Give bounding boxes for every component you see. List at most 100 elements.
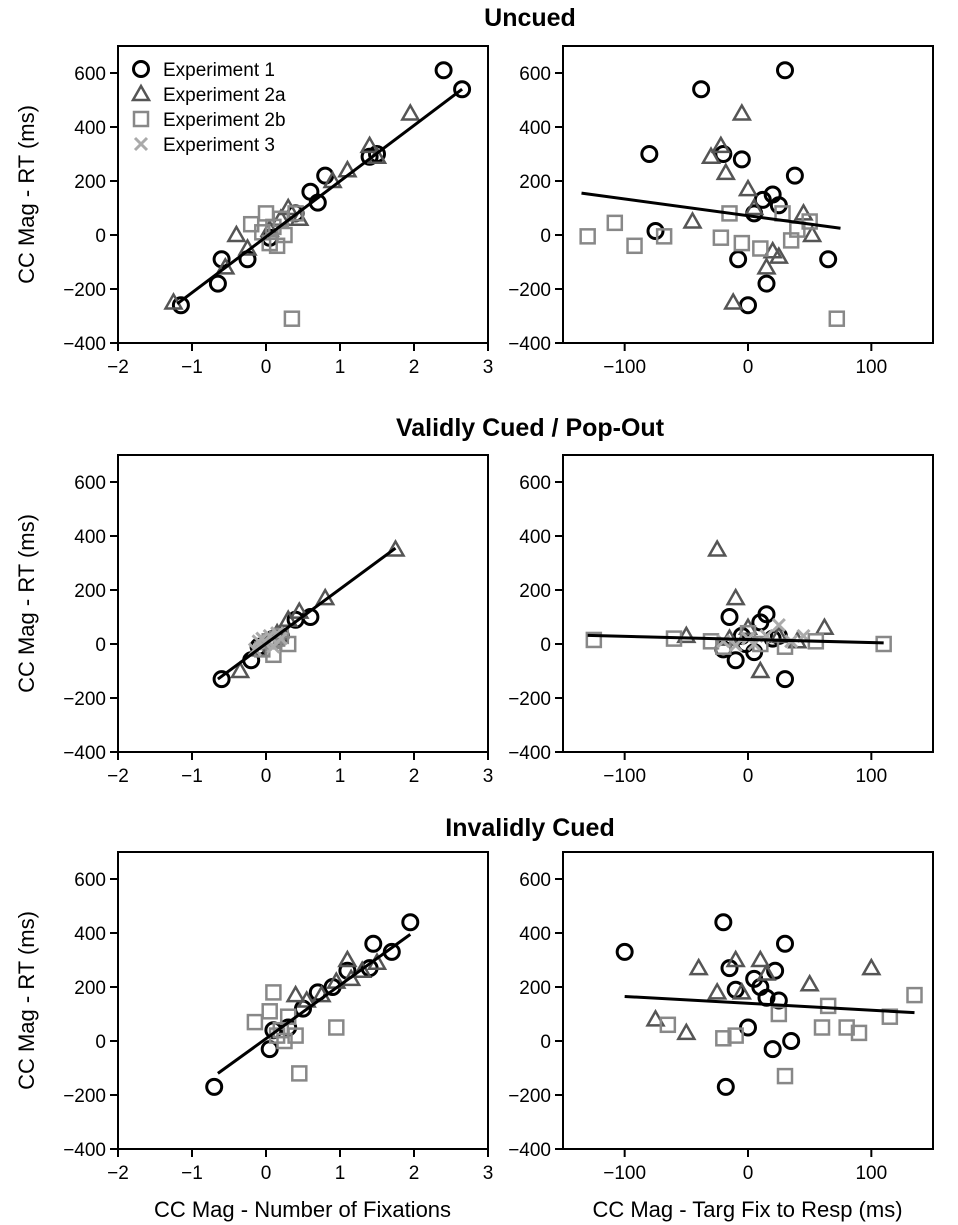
data-point-triangle [400,102,421,121]
plot-frame [117,454,489,753]
legend-marker-square [132,110,150,128]
data-point-triangle [676,1022,697,1041]
data-point-square [752,240,769,257]
data-point-circle [171,296,190,315]
y-tick-label: 200 [519,581,551,602]
data-point-square [261,1003,278,1020]
y-tick-label: 0 [95,1032,106,1053]
y-tick-label: 200 [519,978,551,999]
x-tick-label: 3 [483,357,494,378]
data-point-circle [776,934,794,953]
data-point-square [715,1030,732,1047]
data-point-square [287,1027,304,1044]
data-point-square [702,633,720,650]
row-title: Uncued [484,4,576,32]
legend-label: Experiment 3 [163,135,275,156]
x-tick-label: 0 [261,1163,272,1184]
data-point-circle [782,1032,801,1050]
data-point-square [291,1065,308,1082]
data-point-square [279,635,297,653]
y-tick-label: 200 [519,172,551,193]
data-point-square [906,986,923,1004]
scatter-panel-3: −400 −200 0 200 400 600 −2 −1 0 1 2 3 CC Mag - RT (m… [14,454,493,787]
data-point-circle [785,166,804,185]
legend-label: Experiment 1 [163,60,275,81]
data-point-square [727,1027,744,1044]
legend-marker-circle [132,60,150,78]
data-point-triangle [710,135,732,154]
fit-line [217,546,397,681]
data-point-x [771,618,786,633]
y-axis-label: CC Mag - RT (ms) [14,514,39,693]
data-point-circle [714,145,733,163]
data-point-triangle [163,291,184,310]
data-point-square [579,228,596,245]
y-tick-label: 600 [74,870,106,891]
data-point-square [585,631,603,649]
data-point-square [770,1005,788,1023]
x-tick-label: 100 [855,766,887,787]
legend: Experiment 1 Experiment 2a Experiment 2b Ex… [130,60,286,156]
x-tick-label: −2 [107,1163,129,1184]
data-point-square [246,1013,264,1031]
y-tick-label: −200 [63,280,106,301]
y-tick-label: 400 [519,527,551,548]
x-tick-label: −1 [181,766,203,787]
data-point-triangle [688,957,709,976]
x-tick-label: 1 [335,1163,346,1184]
row-title: Validly Cued / Pop-Out [396,414,665,442]
data-point-square [276,226,293,244]
data-point-circle [732,150,751,169]
data-point-triangle [337,949,358,968]
y-tick-label: −400 [63,334,106,355]
data-point-circle [615,942,634,961]
data-point-circle [776,61,794,80]
data-point-circle [729,250,748,269]
y-tick-label: 600 [74,473,106,494]
data-point-circle [212,670,231,689]
data-point-triangle [707,538,728,557]
data-point-circle [301,182,320,201]
data-point-triangle [756,256,777,275]
data-point-circle [720,608,739,626]
plot-frame [562,454,934,753]
data-point-circle [640,145,659,163]
data-point-triangle [744,197,765,216]
data-point-triangle [768,246,789,264]
y-tick-label: 600 [519,64,551,85]
data-point-square [655,228,673,245]
data-point-triangle [707,981,728,1000]
y-tick-label: 600 [74,64,106,85]
y-tick-label: 200 [74,978,106,999]
y-axis-label: CC Mag - RT (ms) [14,911,39,1090]
fit-line [176,88,464,306]
legend-marker-x [133,136,149,152]
data-point-square [881,1008,899,1025]
data-point-circle [757,274,776,293]
y-tick-label: 400 [74,527,106,548]
x-tick-label: 0 [743,766,754,787]
data-point-circle [714,913,733,932]
y-tick-label: −200 [508,280,551,301]
data-point-triangle [682,210,703,229]
row-title: Invalidly Cued [445,814,614,842]
x-tick-label: 0 [261,766,272,787]
fit-line [581,191,841,230]
x-tick-label: −2 [107,766,129,787]
data-point-triangle [750,949,771,968]
x-tick-label: 100 [855,1163,887,1184]
scatter-panel-1: −400 −200 0 200 400 600 −2 −1 0 1 2 3 CC Mag - RT (m… [14,45,494,378]
data-point-x [728,638,743,653]
data-point-square [659,1016,677,1034]
data-point-circle [401,913,420,932]
data-point-triangle [814,617,835,636]
y-tick-label: 0 [540,226,551,247]
data-point-circle [208,274,227,293]
y-tick-label: 400 [74,924,106,945]
scatter-panel-2: −400 −200 0 200 400 600 −100 0 100 [508,45,934,378]
x-axis-label: CC Mag - Number of Fixations [154,1197,451,1222]
data-point-square [801,213,818,230]
data-point-triangle [715,162,736,181]
scatter-panel-5: −400 −200 0 200 400 600 −2 −1 0 1 2 3 CC Mag - RT (m… [14,851,493,1222]
